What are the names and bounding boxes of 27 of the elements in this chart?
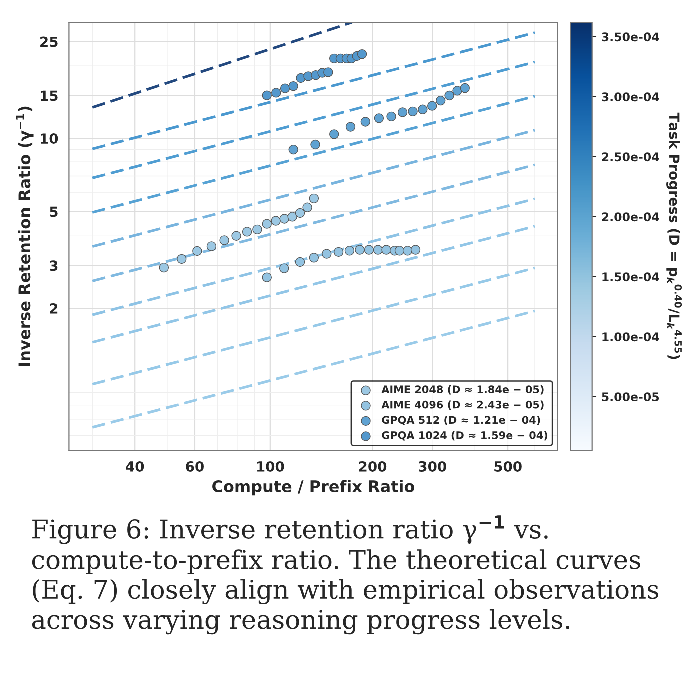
x-tick-label: 60 <box>186 461 204 472</box>
x-tick-label: 100 <box>257 461 284 472</box>
color-bar-label: 3.00e-04 <box>602 92 660 102</box>
color-bar-label: 2.50e-04 <box>602 152 660 162</box>
legend-label: AIME 4096 (D ≈ 2.43e − 05) <box>382 400 544 410</box>
y-tick-label: 5 <box>50 206 58 218</box>
x-tick-label: 300 <box>419 461 446 472</box>
color-bar-title: Task Progress (D = p$_{k}$$^{0.40}$/L$_{k}$$^{4.55}$) <box>666 112 682 360</box>
legend-label: AIME 2048 (D ≈ 1.84e − 05) <box>382 385 544 395</box>
x-tick-label: 200 <box>359 461 387 472</box>
y-tick-label: 3 <box>50 260 58 272</box>
x-axis-title: Compute / Prefix Ratio <box>212 480 415 496</box>
y-axis-title: Inverse Retention Ratio (γ$^{−1}$) <box>16 106 34 366</box>
color-bar-label: 5.00e-05 <box>602 392 660 402</box>
color-bar-label: 1.50e-04 <box>602 272 660 282</box>
y-tick-label: 2 <box>50 303 58 314</box>
y-tick-label: 10 <box>41 134 58 144</box>
x-tick-label: 500 <box>494 461 522 472</box>
y-tick-label: 15 <box>41 90 58 102</box>
y-tick-label: 25 <box>40 36 58 48</box>
color-bar-label: 1.00e-04 <box>602 332 660 342</box>
x-tick-label: 40 <box>126 461 144 472</box>
color-bar-label: 2.00e-04 <box>602 212 660 222</box>
color-bar-label: 3.50e-04 <box>602 32 660 42</box>
legend-label: GPQA 512 (D ≈ 1.21e − 04) <box>382 416 540 426</box>
legend-label: GPQA 1024 (D ≈ 1.59e − 04) <box>382 431 548 441</box>
caption: Figure 6: Inverse retention ratio γ$^{−1}$ vs. compute-to-prefix ratio. The theoretical curves (Eq. 7) closely align with empirical observations across varying reasoning progress levels. <box>32 516 658 635</box>
